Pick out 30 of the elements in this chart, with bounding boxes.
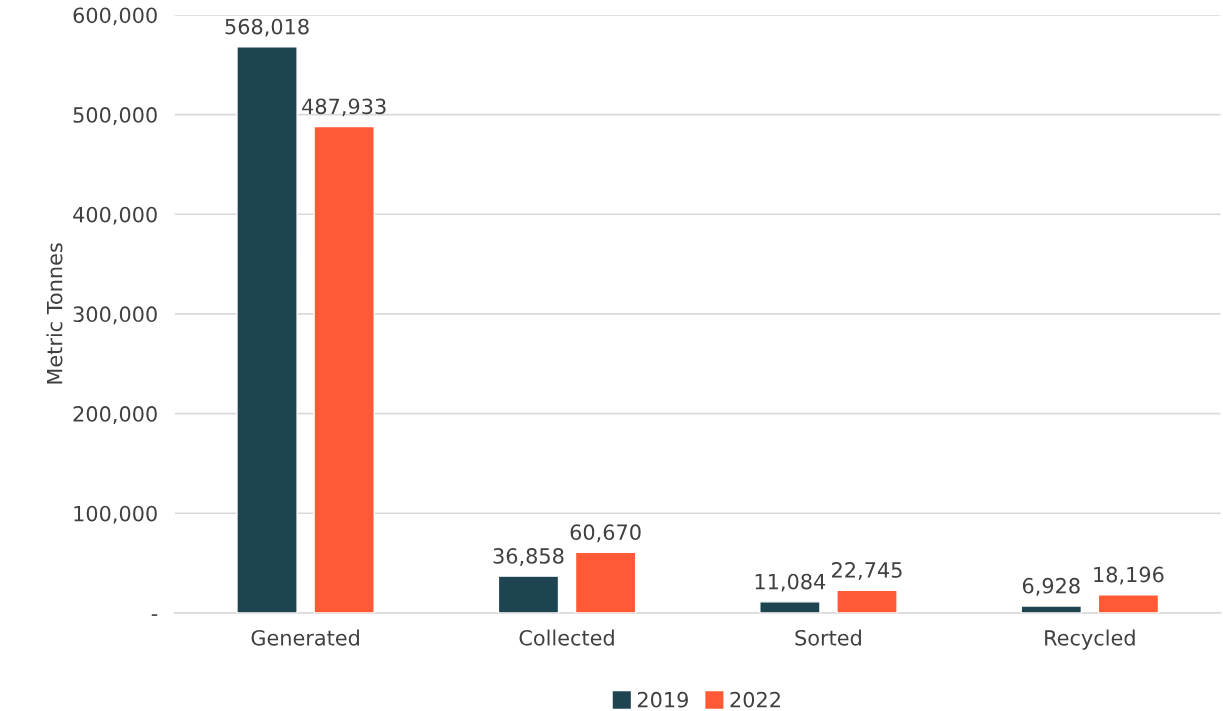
- y-tick-label: 600,000: [73, 7, 157, 26]
- x-tick-label: Generated: [251, 629, 359, 646]
- y-tick-label: 500,000: [73, 107, 157, 125]
- bar: [497, 575, 560, 613]
- data-label: 36,858: [493, 548, 564, 566]
- data-label: 22,745: [832, 562, 902, 580]
- data-label: 18,196: [1094, 566, 1164, 585]
- bar: [836, 589, 898, 613]
- y-axis-title: Metric Tonnes: [46, 243, 63, 384]
- legend-label: 2022: [730, 691, 780, 708]
- data-label: 11,084: [755, 573, 826, 592]
- bar: [759, 601, 821, 613]
- y-tick-label: 300,000: [73, 306, 157, 325]
- y-tick-label: 200,000: [73, 406, 157, 424]
- legend-label: 2019: [637, 691, 688, 708]
- x-tick-label: Recycled: [1045, 629, 1135, 650]
- bar: [574, 551, 637, 613]
- data-label: 6,928: [1022, 577, 1080, 596]
- bar: [236, 46, 298, 613]
- bar: [313, 125, 375, 613]
- x-tick-label: Sorted: [795, 629, 861, 646]
- bar: [1097, 594, 1160, 613]
- y-tick-label: -: [151, 614, 158, 616]
- y-tick-label: 100,000: [74, 505, 157, 524]
- x-tick-label: Collected: [519, 629, 614, 646]
- y-tick-label: 400,000: [73, 206, 157, 225]
- data-label: 60,670: [570, 524, 641, 543]
- data-label: 568,018: [225, 18, 309, 37]
- bar: [1020, 605, 1083, 613]
- data-label: 487,933: [302, 98, 386, 117]
